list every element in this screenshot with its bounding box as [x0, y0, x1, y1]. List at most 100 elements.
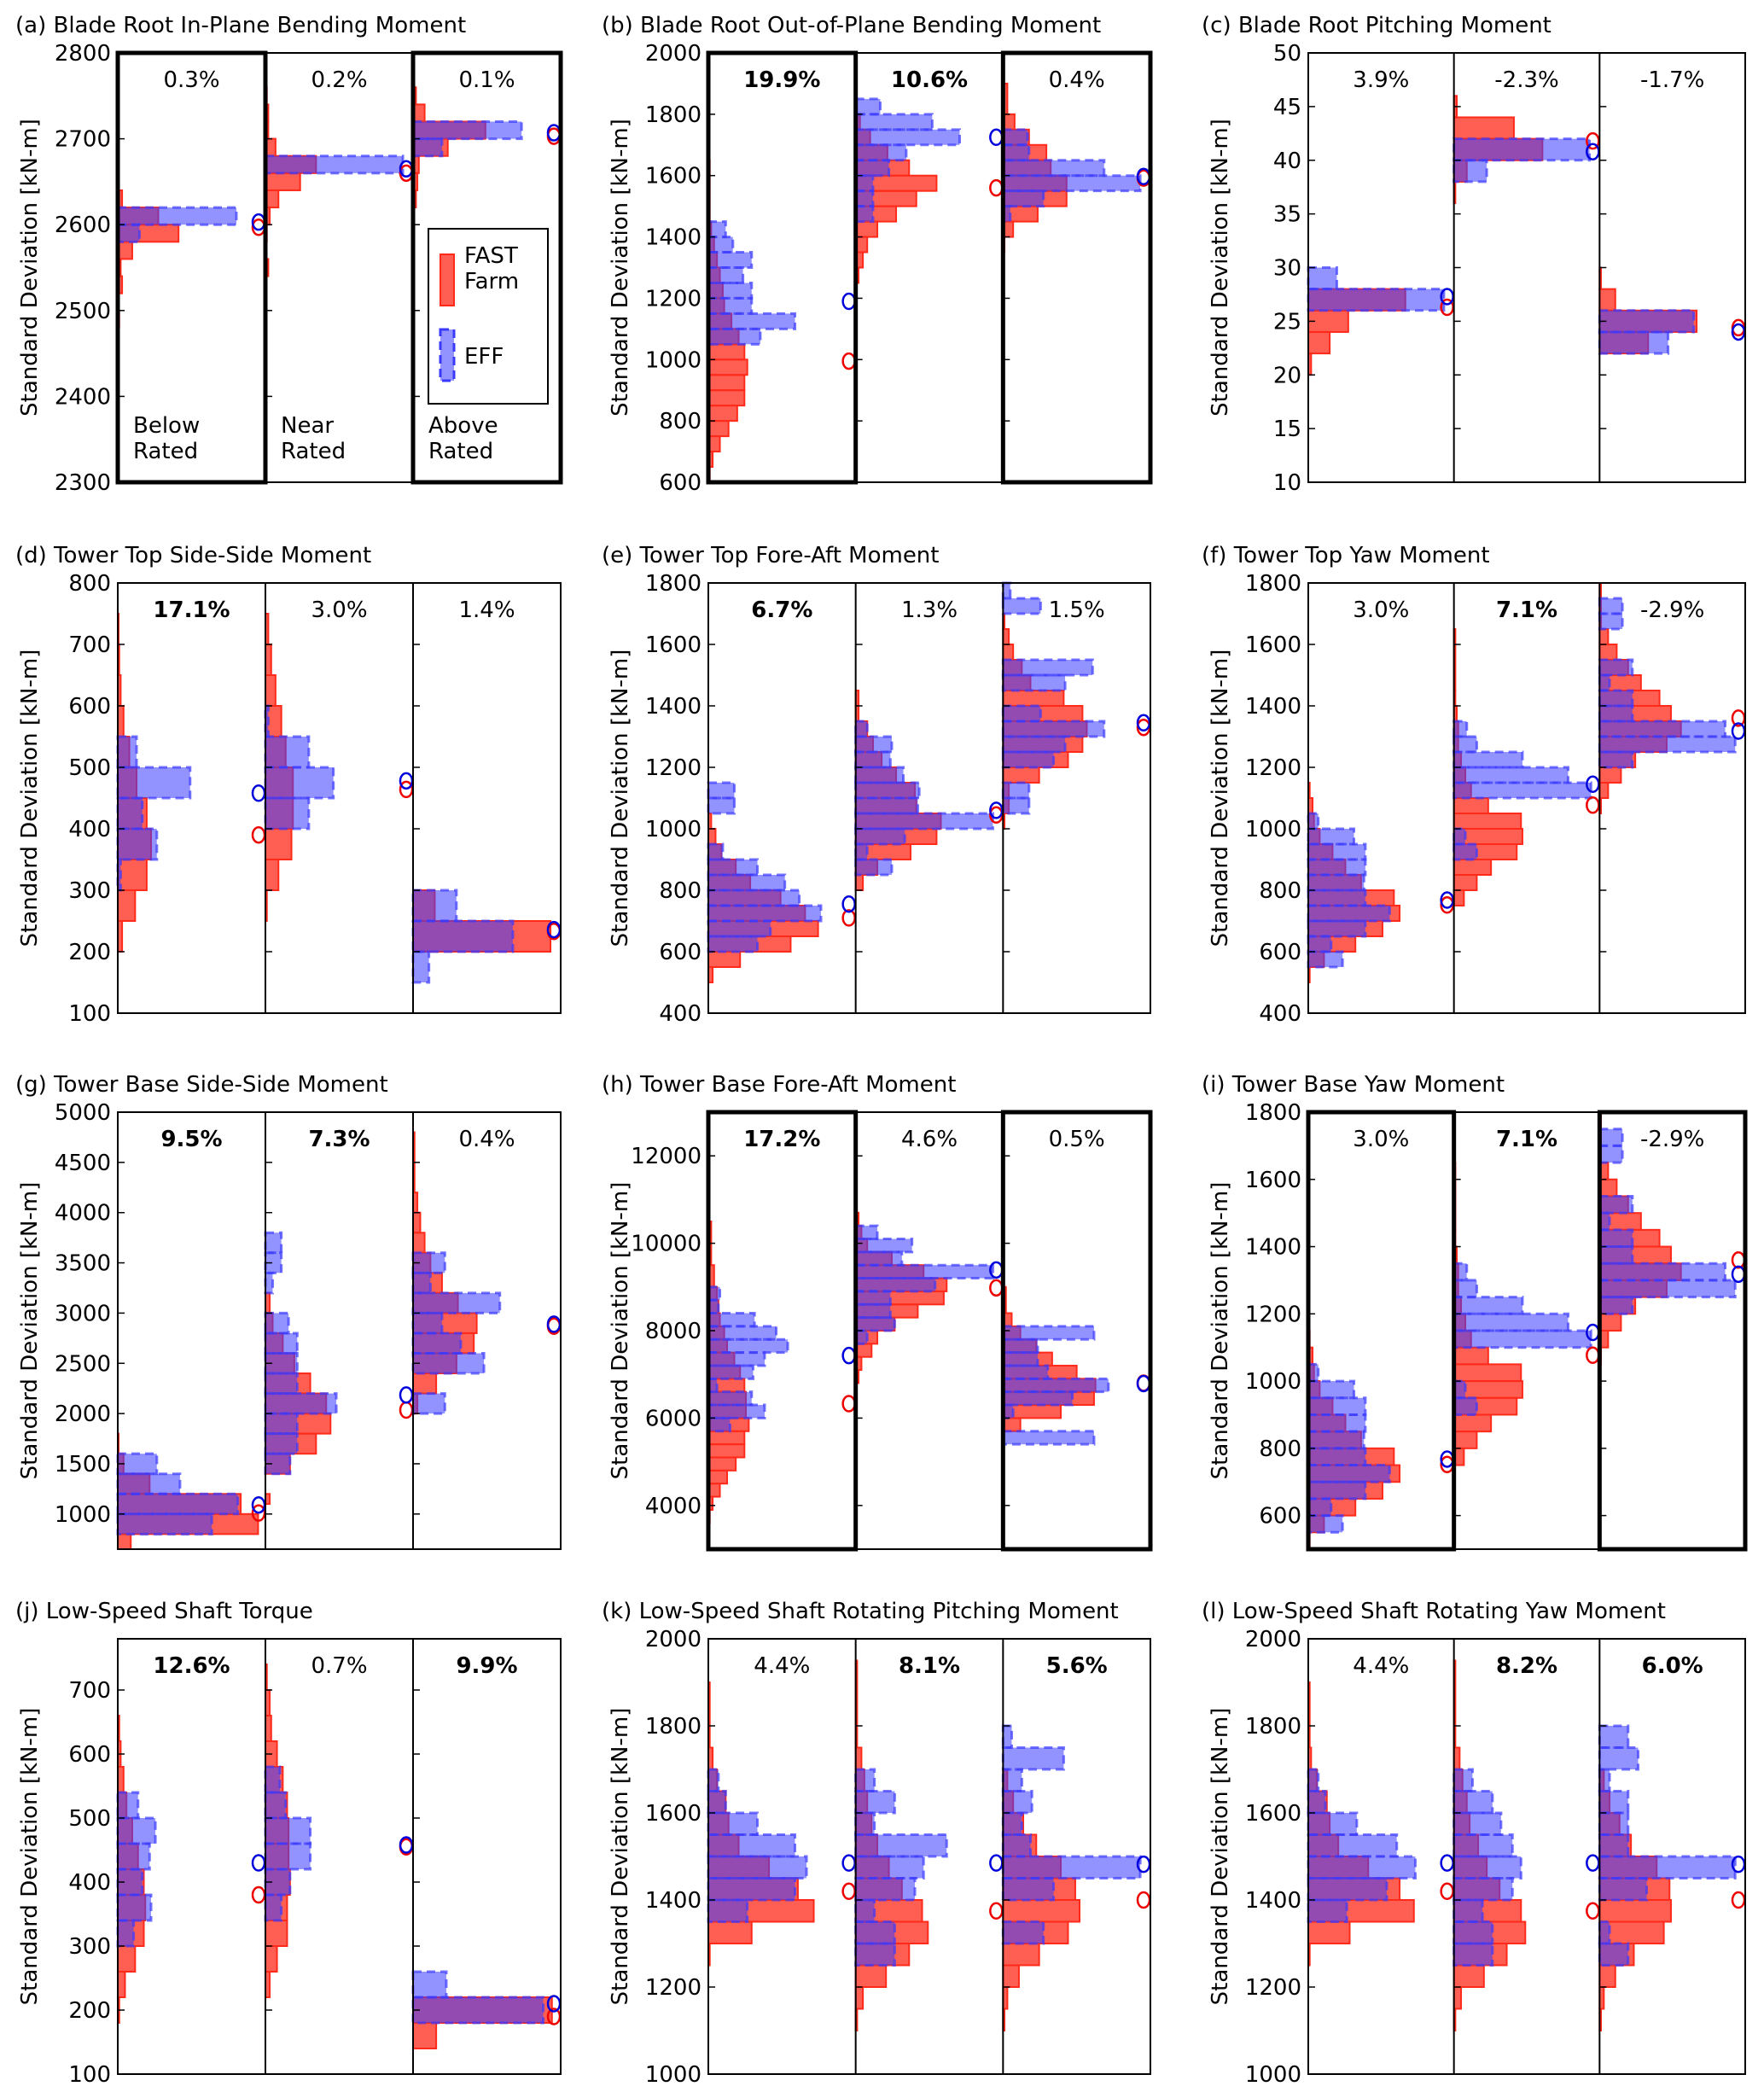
y-tick-label: 2000 [645, 1627, 702, 1652]
legend: FAST Farm EFF [428, 228, 549, 405]
eff-bar [854, 750, 892, 769]
y-tick-label: 1400 [645, 694, 702, 720]
fast-farm-bar [1598, 628, 1610, 645]
y-tick-label: 2400 [55, 384, 111, 410]
eff-bar [1307, 288, 1446, 312]
eff-bar [411, 1291, 502, 1314]
fast-farm-bar [117, 889, 137, 922]
group-below-rated: 3.0% [1307, 1127, 1454, 1551]
eff-bar [707, 858, 760, 877]
eff-bar [116, 1816, 157, 1845]
eff-bar [1307, 935, 1333, 953]
fast-farm-bar [265, 828, 293, 860]
group-below-rated: 3.9% [1307, 67, 1454, 376]
panel-c: (c) Blade Root Pitching Moment Standard D… [1202, 13, 1746, 496]
eff-bar [264, 154, 405, 175]
eff-bar [707, 935, 760, 953]
eff-bar [1001, 597, 1042, 615]
panel-title: (g) Tower Base Side-Side Moment [15, 1072, 388, 1098]
fast-farm-bar [707, 1443, 746, 1459]
eff-bar [854, 1303, 892, 1320]
y-tick-label: 3500 [55, 1251, 111, 1277]
eff-bar [1453, 1396, 1478, 1416]
eff-bar [707, 1877, 797, 1902]
group-above-rated: 5.6% [1001, 1653, 1151, 2031]
eff-mean-marker [399, 1386, 414, 1404]
y-tick-label: 2600 [55, 213, 111, 238]
eff-bar [264, 1452, 292, 1476]
y-tick-label: 1600 [645, 164, 702, 189]
eff-bar [854, 113, 934, 131]
y-axis-label: Standard Deviation [kN-m] [17, 119, 43, 417]
eff-bar [707, 842, 725, 861]
eff-bar [854, 205, 875, 224]
axes-frame [117, 1638, 562, 2075]
eff-bar [854, 1277, 937, 1293]
eff-bar [411, 889, 458, 923]
eff-bar [116, 827, 159, 861]
y-tick-label: 45 [1273, 95, 1301, 120]
eff-bar [1453, 1768, 1474, 1792]
eff-bar [707, 281, 754, 300]
eff-bar [1001, 189, 1045, 208]
eff-bar [707, 1403, 766, 1419]
eff-mean-marker [989, 1854, 1004, 1872]
fast-farm-bar [1453, 1431, 1478, 1449]
fast-farm-bar [1002, 1417, 1022, 1432]
group-near-rated: 10.6% [854, 67, 1004, 422]
percent-difference-label: 3.0% [311, 597, 367, 623]
fast-farm-bar [707, 343, 746, 361]
fast-farm-bar [707, 389, 746, 407]
percent-difference-label: 17.1% [153, 597, 230, 623]
y-tick-label: 400 [659, 1001, 702, 1027]
fast-farm-bar [1598, 1313, 1622, 1332]
eff-bar [1307, 1833, 1399, 1858]
fast-farm-bar [265, 172, 301, 191]
eff-bar [1001, 1390, 1074, 1407]
eff-bar [1453, 1855, 1522, 1879]
text-line: Rated [281, 439, 346, 464]
group-below-rated: 6.7% [707, 597, 856, 983]
eff-bar [1001, 1724, 1013, 1749]
eff-bar [1453, 750, 1524, 769]
eff-bar [1453, 1833, 1514, 1858]
panel-title: (k) Low-Speed Shaft Rotating Pitching Mo… [602, 1599, 1119, 1624]
eff-bar [854, 1920, 896, 1945]
group-below-rated: 19.9% [707, 67, 856, 483]
fast-farm-bar [265, 1715, 272, 1742]
group-above-rated: 0.5% [1001, 1127, 1151, 1506]
percent-difference-label: 17.2% [743, 1127, 820, 1152]
panel-a: (a) Blade Root In-Plane Bending Moment St… [15, 13, 563, 496]
eff-bar [854, 827, 906, 846]
eff-bar [1453, 1942, 1494, 1967]
y-tick-label: 1000 [645, 2062, 702, 2088]
eff-mean-marker [841, 292, 856, 311]
eff-legend-label: EFF [464, 344, 504, 370]
percent-difference-label: 7.3% [308, 1127, 370, 1152]
y-tick-label: 15 [1273, 417, 1301, 442]
eff-bar [854, 1768, 876, 1792]
eff-mean-marker [841, 1854, 856, 1872]
fast-farm-bar [1307, 1920, 1351, 1944]
eff-bar [1598, 1724, 1630, 1749]
y-tick-label: 800 [68, 571, 111, 597]
y-tick-label: 300 [68, 878, 111, 904]
y-tick-label: 10000 [631, 1232, 702, 1257]
eff-bar [1598, 735, 1737, 754]
eff-bar [1001, 174, 1142, 193]
panel-title: (h) Tower Base Fore-Aft Moment [602, 1072, 956, 1098]
fast-farm-bar [1598, 1178, 1618, 1198]
panel-title: (i) Tower Base Yaw Moment [1202, 1072, 1505, 1098]
fast-farm-bar [1453, 1363, 1522, 1383]
eff-bar [1598, 720, 1727, 738]
eff-bar [1307, 919, 1367, 938]
y-tick-label: 1200 [1245, 1975, 1301, 2001]
fast-farm-bar [854, 220, 879, 238]
eff-bar [707, 220, 727, 239]
fast-farm-mean-marker [989, 1279, 1004, 1297]
y-tick-label: 700 [68, 1678, 111, 1704]
percent-difference-label: 0.4% [1049, 67, 1105, 93]
y-tick-label: 200 [68, 940, 111, 965]
eff-legend-swatch [439, 328, 456, 382]
